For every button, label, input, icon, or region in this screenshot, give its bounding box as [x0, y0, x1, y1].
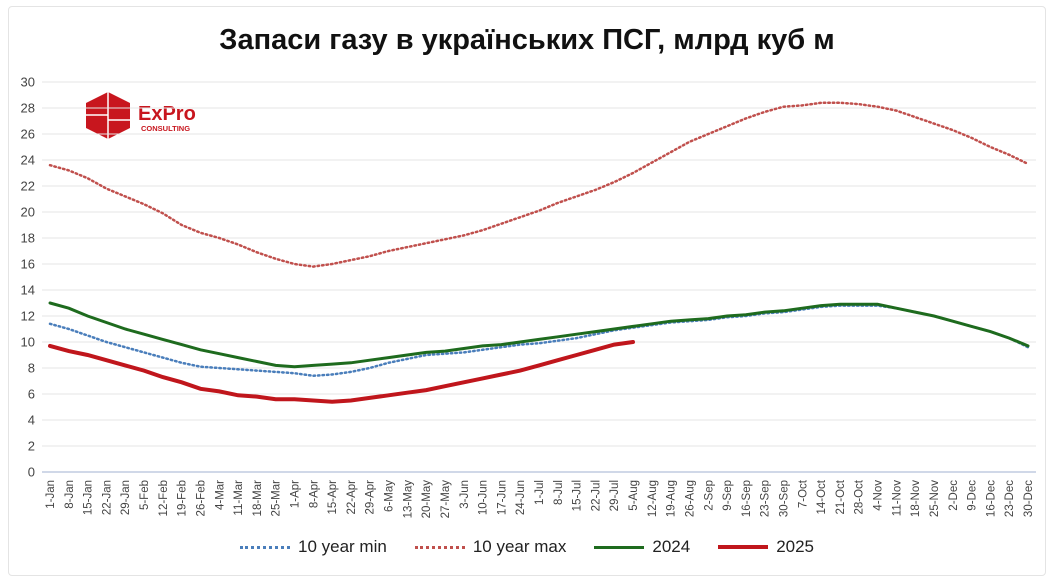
y-tick-label: 24	[21, 153, 35, 168]
series-line-10-year-max	[48, 101, 1030, 268]
x-tick-label: 22-Jul	[590, 480, 602, 511]
legend-swatch	[239, 545, 290, 549]
x-tick-label: 1-Jan	[45, 480, 57, 509]
x-tick-label: 30-Dec	[1023, 480, 1035, 517]
x-tick-label: 16-Dec	[985, 480, 997, 517]
y-tick-label: 0	[28, 465, 35, 480]
legend-swatch	[594, 545, 645, 549]
series-line-2024	[48, 301, 1030, 369]
x-tick-label: 6-May	[384, 480, 396, 512]
legend-label: 10 year max	[472, 537, 567, 556]
x-tick-label: 29-Jan	[120, 480, 132, 515]
x-tick-label: 9-Sep	[722, 480, 734, 511]
x-tick-label: 1-Apr	[290, 480, 302, 508]
y-tick-label: 16	[21, 257, 35, 272]
x-tick-label: 12-Aug	[647, 480, 659, 517]
x-tick-label: 15-Jan	[83, 480, 95, 515]
x-tick-label: 16-Sep	[741, 480, 753, 517]
legend-swatch	[718, 545, 769, 549]
x-tick-label: 20-May	[421, 480, 433, 519]
x-tick-label: 28-Oct	[854, 479, 866, 514]
y-tick-label: 18	[21, 231, 35, 246]
y-tick-label: 12	[21, 309, 35, 324]
x-tick-label: 18-Mar	[252, 480, 264, 517]
chart-title: Запаси газу в українських ПСГ, млрд куб …	[219, 24, 835, 56]
x-tick-label: 11-Mar	[233, 480, 245, 516]
legend-item: 2024	[594, 537, 690, 557]
x-tick-label: 29-Apr	[365, 480, 377, 515]
x-tick-label: 13-May	[402, 480, 414, 519]
series-line-2025	[48, 340, 635, 404]
x-tick-label: 9-Dec	[967, 480, 979, 511]
legend-swatch	[414, 545, 465, 549]
x-tick-label: 19-Aug	[666, 480, 678, 517]
x-tick-label: 22-Jan	[101, 480, 113, 515]
y-tick-label: 30	[21, 75, 35, 90]
y-tick-label: 20	[21, 205, 35, 220]
x-tick-label: 3-Jun	[459, 480, 471, 509]
x-tick-label: 5-Feb	[139, 480, 151, 510]
y-tick-label: 4	[28, 413, 35, 428]
x-tick-label: 15-Apr	[327, 480, 339, 515]
x-tick-label: 27-May	[440, 480, 452, 519]
x-tick-label: 18-Nov	[910, 480, 922, 517]
y-tick-label: 8	[28, 361, 35, 376]
x-tick-label: 10-Jun	[478, 480, 490, 515]
y-tick-label: 10	[21, 335, 35, 350]
x-tick-label: 8-Jan	[64, 480, 76, 509]
y-tick-label: 28	[21, 101, 35, 116]
x-tick-label: 12-Feb	[158, 480, 170, 516]
legend-item: 10 year min	[239, 537, 387, 557]
x-tick-label: 19-Feb	[177, 480, 189, 516]
x-tick-label: 8-Jul	[553, 480, 565, 505]
x-tick-label: 22-Apr	[346, 480, 358, 515]
x-tick-label: 25-Mar	[271, 480, 283, 517]
x-tick-label: 26-Feb	[195, 480, 207, 516]
y-tick-label: 14	[21, 283, 35, 298]
legend-item: 2025	[718, 537, 814, 557]
x-tick-label: 30-Sep	[779, 480, 791, 517]
x-tick-label: 23-Dec	[1004, 480, 1016, 517]
x-tick-label: 21-Oct	[835, 479, 847, 514]
legend: 10 year min 10 year max 2024 2025	[0, 537, 1054, 557]
y-tick-label: 26	[21, 127, 35, 142]
x-tick-label: 25-Nov	[929, 480, 941, 517]
x-tick-label: 14-Oct	[816, 479, 828, 514]
x-tick-label: 8-Apr	[308, 480, 320, 508]
x-tick-label: 4-Nov	[873, 480, 885, 511]
x-tick-label: 29-Jul	[609, 480, 621, 511]
x-tick-label: 11-Nov	[891, 480, 903, 516]
x-tick-label: 15-Jul	[572, 480, 584, 511]
legend-item: 10 year max	[414, 537, 567, 557]
x-tick-label: 17-Jun	[496, 480, 508, 515]
chart-frame	[8, 6, 1046, 576]
x-tick-label: 1-Jul	[534, 480, 546, 505]
x-tick-label: 4-Mar	[214, 480, 226, 510]
y-tick-label: 2	[28, 439, 35, 454]
x-tick-label: 26-Aug	[684, 480, 696, 517]
x-tick-label: 24-Jun	[515, 480, 527, 515]
legend-label: 10 year min	[297, 537, 387, 556]
y-tick-label: 6	[28, 387, 35, 402]
svg-text:CONSULTING: CONSULTING	[141, 124, 190, 133]
y-tick-label: 22	[21, 179, 35, 194]
x-tick-label: 5-Aug	[628, 480, 640, 511]
x-tick-label: 7-Oct	[797, 479, 809, 508]
legend-label: 2025	[776, 537, 815, 556]
legend-label: 2024	[652, 537, 691, 556]
x-tick-label: 23-Sep	[760, 480, 772, 517]
x-tick-label: 2-Sep	[703, 480, 715, 511]
x-tick-label: 2-Dec	[948, 480, 960, 511]
